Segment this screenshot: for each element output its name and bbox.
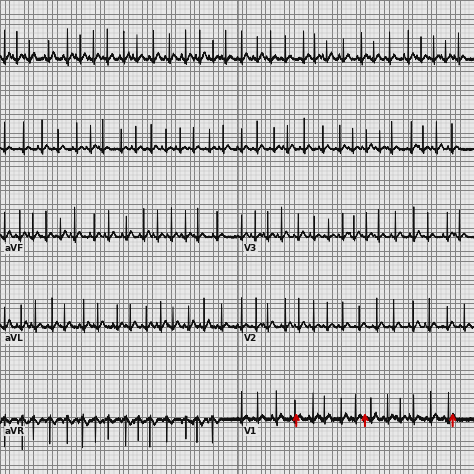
Text: aVR: aVR [5,427,25,436]
Text: aVL: aVL [5,335,24,343]
Text: V2: V2 [244,335,257,343]
Text: aVF: aVF [5,245,24,253]
Text: V3: V3 [244,245,257,253]
Text: V1: V1 [244,427,257,436]
